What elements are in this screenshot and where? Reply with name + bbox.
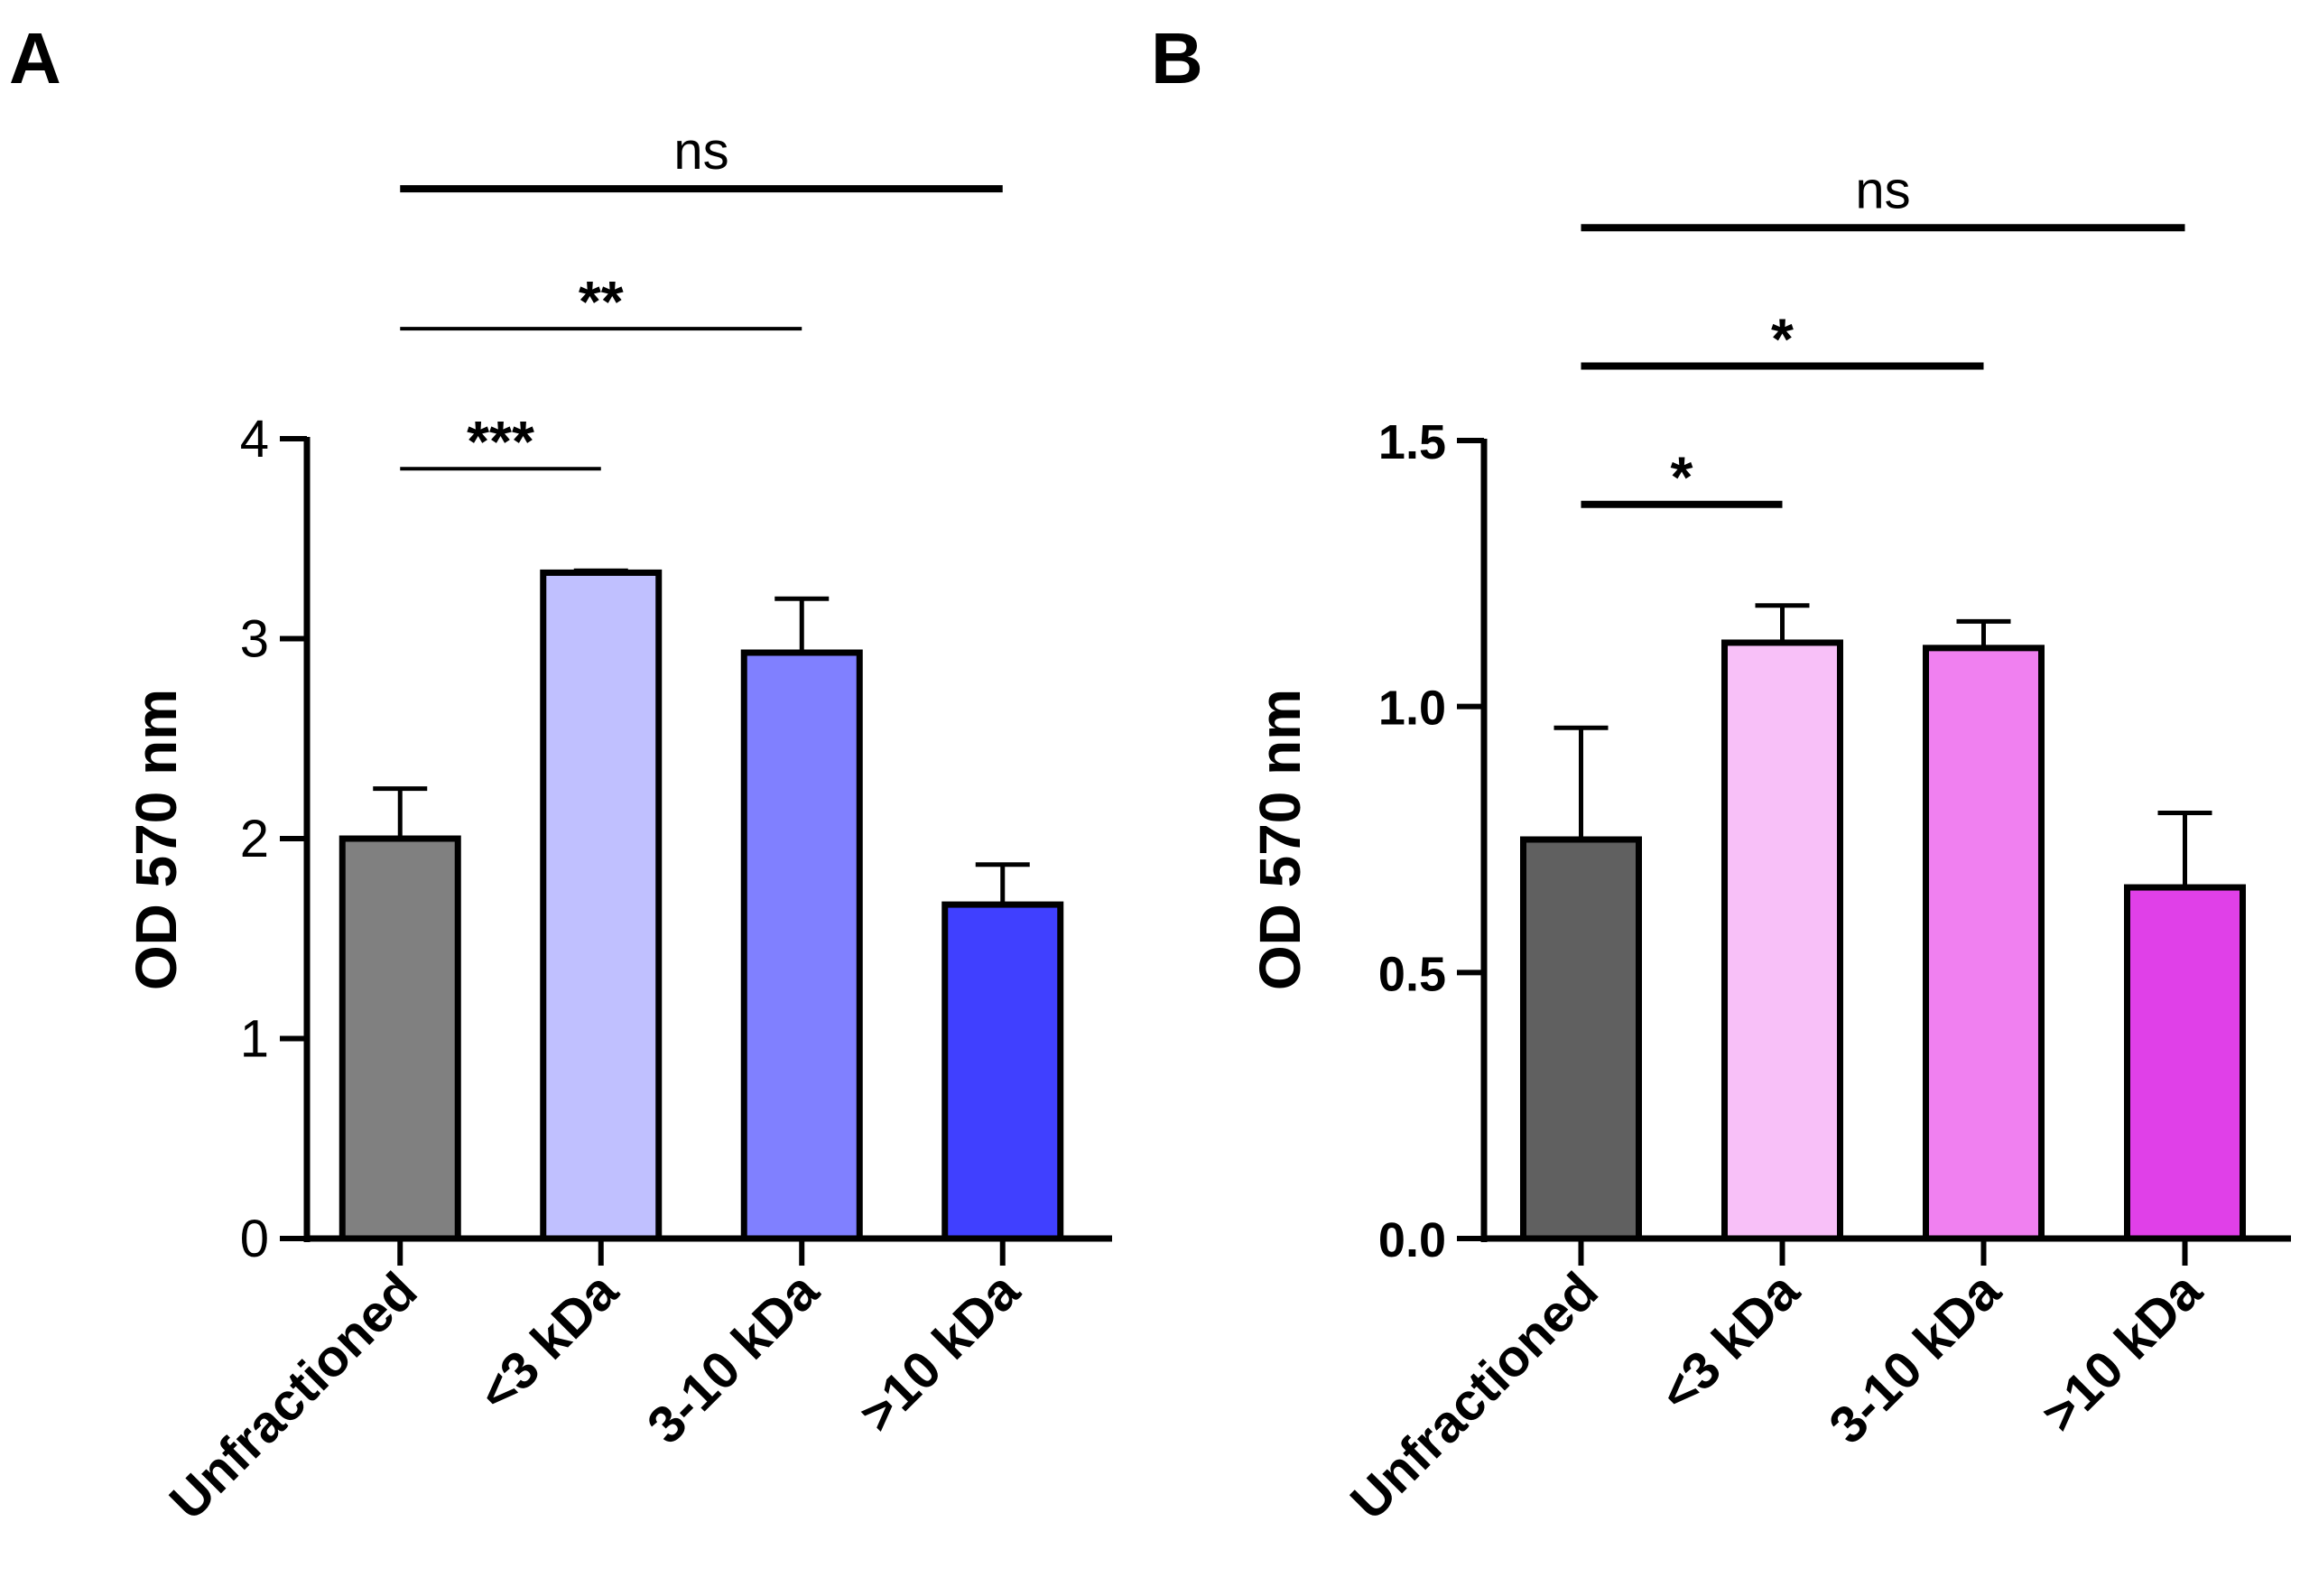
panel-label: B: [1151, 18, 1203, 98]
significance-label: ***: [467, 409, 534, 474]
panel-label: A: [9, 18, 61, 98]
bar: [941, 901, 1064, 1242]
y-tick-label: 0: [240, 1210, 269, 1268]
y-tick-label: 0.0: [1378, 1213, 1446, 1267]
y-axis-label: OD 570 nm: [124, 689, 189, 990]
x-tick-label: <3 kDa: [468, 1261, 630, 1424]
bar: [540, 569, 663, 1242]
bar: [1721, 639, 1843, 1242]
significance-label: ns: [1855, 161, 1910, 219]
y-tick-label: 1.5: [1378, 415, 1446, 469]
x-tick-label: <3 kDa: [1648, 1261, 1811, 1424]
x-tick-label: Unfractioned: [1340, 1261, 1609, 1531]
panel-a: A 0 1 2 3 4 OD 570 nm Unfractioned <3 kDa 3-10 k…: [9, 18, 1112, 1531]
x-tick-label: >10 kDa: [849, 1261, 1032, 1444]
bar: [1520, 836, 1642, 1242]
x-tick-label: >10 kDa: [2031, 1261, 2214, 1444]
bar: [339, 835, 461, 1242]
significance-label: *: [1771, 306, 1794, 371]
bar: [1923, 645, 2045, 1242]
significance-label: **: [579, 269, 624, 334]
y-tick-label: 4: [240, 410, 269, 469]
y-tick-label: 2: [240, 810, 269, 868]
y-tick-label: 0.5: [1378, 947, 1446, 1001]
y-tick-label: 3: [240, 610, 269, 669]
y-tick-label: 1.0: [1378, 682, 1446, 736]
x-tick-label: 3-10 kDa: [1818, 1261, 2012, 1455]
bar: [740, 649, 863, 1242]
x-tick-label: 3-10 kDa: [636, 1261, 830, 1455]
x-tick-label: Unfractioned: [159, 1261, 429, 1531]
y-tick-label: 1: [240, 1010, 269, 1069]
bar: [2124, 884, 2246, 1242]
significance-label: ns: [673, 122, 728, 181]
panel-b: B 0.0 0.5 1.0 1.5 OD 570 nm Unfractioned <3 kD…: [1151, 18, 2291, 1531]
y-axis-label: OD 570 nm: [1247, 689, 1312, 990]
significance-label: *: [1671, 445, 1693, 510]
